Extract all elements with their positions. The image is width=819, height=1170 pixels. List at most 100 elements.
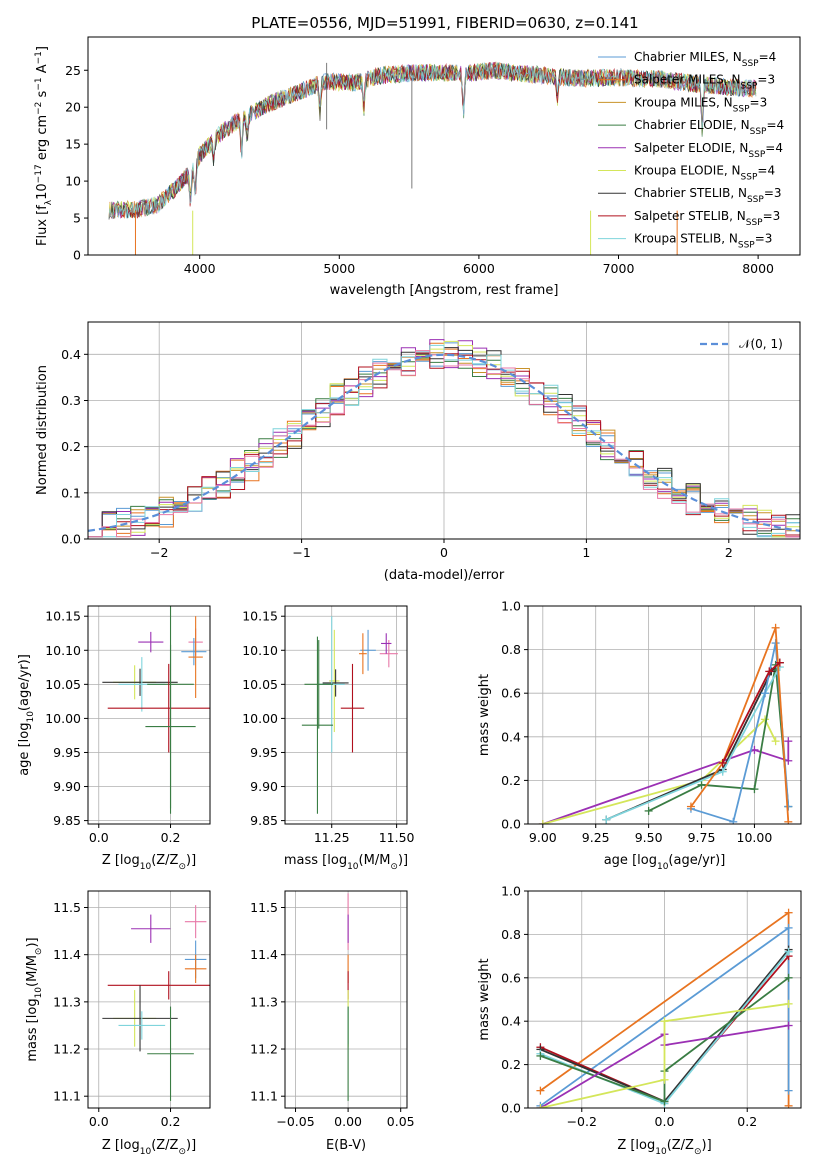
y-tick-label: 11.3 — [53, 994, 81, 1009]
legend-label: Chabrier STELIB, NSSP=3 — [634, 186, 782, 205]
residual-histogram-panel: −2 −1 0 1 2 0.0 0.1 0.2 0.3 0.4 𝒩(0, 1) (data-model… — [35, 321, 801, 583]
x-axis-label: (data-model)/error — [384, 568, 505, 583]
x-tick-label: 0.05 — [387, 1114, 415, 1129]
y-tick-label: 10.15 — [242, 609, 278, 624]
y-tick-label: 11.1 — [250, 1089, 278, 1104]
plot-area — [538, 623, 793, 824]
y-tick-label: 11.5 — [250, 900, 278, 915]
y-tick-label: 5 — [73, 211, 81, 226]
y-tick-label: 0.0 — [501, 1101, 521, 1116]
y-tick-label: 11.1 — [53, 1089, 81, 1104]
x-tick-label: 0.00 — [334, 1114, 362, 1129]
plot-area — [88, 339, 800, 538]
legend-label: Chabrier MILES, NSSP=4 — [634, 50, 776, 69]
y-tick-label: 0.4 — [501, 1014, 521, 1029]
y-tick-label: 9.95 — [250, 745, 278, 760]
axes-frame — [284, 890, 408, 1109]
x-tick-label: −2 — [150, 545, 168, 560]
legend-label: Salpeter ELODIE, NSSP=4 — [634, 141, 783, 160]
y-tick-label: 0.0 — [61, 532, 81, 547]
y-tick-label: 20 — [65, 100, 81, 115]
y-tick-label: 9.85 — [53, 813, 81, 828]
x-tick-label: 8000 — [742, 261, 774, 276]
x-tick-label: 0.0 — [89, 1114, 109, 1129]
y-tick-label: 9.95 — [53, 745, 81, 760]
figure-title: PLATE=0556, MJD=51991, FIBERID=0630, z=0… — [251, 14, 638, 32]
y-tick-label: 1.0 — [501, 884, 521, 899]
spectrum-salpeter-stelib — [108, 61, 757, 220]
age-vs-mass-panel: 11.25 11.50 9.85 9.90 9.95 10.00 10.05 10.10 10.… — [242, 605, 415, 872]
y-tick-label: 0.2 — [501, 773, 521, 788]
y-tick-label: 0.2 — [61, 439, 81, 454]
x-axis-label: Z [log10(Z/Z⊙)] — [102, 1138, 196, 1157]
legend-label: Kroupa STELIB, NSSP=3 — [634, 232, 772, 251]
x-tick-label: 0.2 — [161, 830, 181, 845]
axes-frame — [87, 605, 211, 825]
spectrum-panel: 4000 5000 6000 7000 8000 0 5 10 15 20 25 wavelength… — [34, 36, 801, 298]
x-tick-label: 0.2 — [161, 1114, 181, 1129]
plot-area — [102, 905, 210, 1101]
plot-area — [102, 606, 210, 814]
y-tick-label: 9.90 — [250, 779, 278, 794]
y-tick-label: 10.15 — [45, 609, 81, 624]
y-axis-label: Normed distribution — [35, 365, 50, 495]
x-axis-label: wavelength [Angstrom, rest frame] — [330, 283, 559, 298]
y-tick-label: 10.05 — [45, 677, 81, 692]
x-axis-label: E(B-V) — [326, 1138, 366, 1153]
x-tick-label: 10.00 — [737, 830, 773, 845]
x-axis-label: Z [log10(Z/Z⊙)] — [617, 1138, 711, 1157]
x-tick-label: −0.05 — [276, 1114, 314, 1129]
legend-label: Kroupa ELODIE, NSSP=4 — [634, 164, 775, 183]
spectrum-kroupa-stelib — [108, 62, 757, 220]
x-tick-label: 0 — [440, 545, 448, 560]
x-tick-label: 0.2 — [737, 1114, 757, 1129]
y-tick-label: 0.4 — [61, 347, 81, 362]
axes-frame — [527, 605, 802, 825]
mass-vs-metallicity-panel: 0.0 0.2 11.1 11.2 11.3 11.4 11.5 Z [log10(Z/Z⊙)… — [25, 890, 211, 1157]
y-tick-label: 0.8 — [501, 642, 521, 657]
x-tick-label: 4000 — [184, 261, 216, 276]
plot-area — [301, 616, 398, 814]
y-tick-label: 10.10 — [242, 643, 278, 658]
y-tick-label: 0.2 — [501, 1057, 521, 1072]
weight-line — [690, 626, 790, 822]
y-tick-label: 0 — [73, 248, 81, 263]
x-tick-label: −1 — [292, 545, 310, 560]
y-tick-label: 0.1 — [61, 485, 81, 500]
weight-line — [605, 666, 781, 821]
x-tick-label: 1 — [582, 545, 590, 560]
y-tick-label: 11.2 — [250, 1042, 278, 1057]
y-tick-label: 0.3 — [61, 393, 81, 408]
y-tick-label: 10.05 — [242, 677, 278, 692]
y-tick-label: 0.4 — [501, 729, 521, 744]
y-tick-label: 11.4 — [53, 947, 81, 962]
x-axis-label: Z [log10(Z/Z⊙)] — [102, 853, 196, 872]
legend-label: Salpeter MILES, NSSP=3 — [634, 73, 775, 92]
plot-area — [536, 908, 793, 1108]
y-tick-label: 0.6 — [501, 970, 521, 985]
weight-line — [540, 977, 790, 1103]
y-tick-label: 10.00 — [45, 711, 81, 726]
y-tick-label: 11.3 — [250, 994, 278, 1009]
x-tick-label: 11.25 — [314, 830, 350, 845]
x-tick-label: 11.50 — [379, 830, 415, 845]
y-axis-label: mass weight — [477, 958, 492, 1040]
x-tick-label: 9.25 — [582, 830, 610, 845]
histogram-pink — [88, 350, 800, 538]
x-axis-label: age [log10(age/yr)] — [604, 853, 726, 872]
axes-frame — [87, 36, 801, 256]
x-tick-label: 5000 — [323, 261, 355, 276]
x-tick-label: 6000 — [463, 261, 495, 276]
y-axis-label: mass [log10(M/M⊙)] — [25, 937, 44, 1061]
x-tick-label: 7000 — [603, 261, 635, 276]
x-axis-label: mass [log10(M/M⊙)] — [284, 853, 408, 872]
y-tick-label: 10.00 — [242, 711, 278, 726]
axes-frame — [87, 890, 211, 1109]
legend-label: 𝒩(0, 1) — [739, 337, 783, 351]
axes-frame — [284, 605, 408, 825]
y-tick-label: 1.0 — [501, 599, 521, 614]
y-tick-label: 0.8 — [501, 927, 521, 942]
y-tick-label: 0.6 — [501, 686, 521, 701]
y-axis-label: Flux [fλ10−17 erg cm−2 s−1 A−1] — [34, 46, 54, 246]
